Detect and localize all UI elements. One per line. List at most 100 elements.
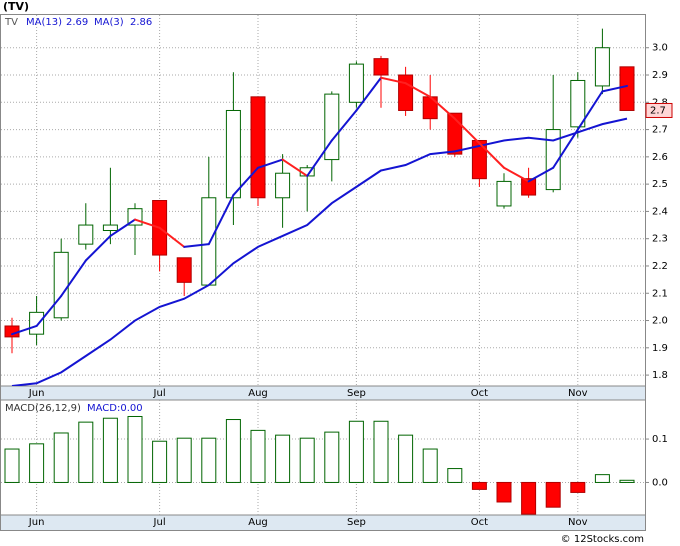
ma-segment (11, 324, 38, 336)
candle-body (53, 251, 69, 319)
macd-reading: MACD:0.00 (87, 403, 143, 414)
y-tick-label: 2.4 (652, 206, 668, 217)
ma-segment (281, 158, 309, 177)
ma-segment (478, 142, 505, 169)
candle-body (78, 224, 94, 245)
y-tick-label: 2.3 (652, 234, 668, 245)
frame (0, 14, 646, 531)
x-tick-label: Aug (248, 517, 268, 528)
candle-body (250, 96, 266, 199)
candle-body (619, 66, 635, 111)
legend-value: 2.86 (130, 17, 152, 28)
symbol: TV (4, 17, 18, 28)
ma-segment (109, 218, 136, 237)
candle-body (545, 129, 561, 191)
ma-segment (404, 82, 432, 98)
candle-body (102, 224, 118, 232)
legend-name: MA(13) (26, 17, 62, 28)
y-tick-label: 2.7 (652, 125, 668, 136)
ma-segment (552, 128, 579, 169)
macd-bar (152, 440, 168, 483)
macd-bar (398, 434, 414, 483)
y-tick-label: 2.1 (652, 288, 668, 299)
y-tick-label: 1.8 (652, 370, 668, 381)
macd-bar (127, 415, 143, 483)
ma-line (11, 117, 628, 386)
y-tick-label: 2.9 (652, 70, 668, 81)
macd-bar (471, 481, 487, 490)
macd-bar (324, 431, 340, 483)
x-tick-label: Jul (153, 388, 166, 399)
ma-segment (601, 84, 628, 93)
candle-body (275, 172, 291, 199)
macd-bar (201, 437, 217, 483)
candle-body (324, 93, 340, 161)
x-axis-strip (1, 386, 645, 400)
ma-segment (429, 95, 456, 120)
y-tick-label: 2.5 (652, 179, 668, 190)
macd-bar (570, 481, 586, 493)
macd-title: MACD(26,12,9) (5, 403, 81, 414)
x-tick-label: Sep (347, 517, 366, 528)
ma-segment (576, 90, 604, 131)
macd-bar (447, 468, 463, 483)
ma-segment (330, 109, 358, 142)
candle-body (225, 109, 241, 199)
watermark: © 12Stocks.com (561, 534, 644, 545)
macd-bar (545, 481, 561, 508)
macd-bar (29, 443, 45, 483)
x-tick-label: Oct (471, 388, 488, 399)
candle-body (348, 63, 364, 103)
macd-bar (176, 437, 192, 483)
ma-segment (134, 218, 161, 229)
legend-name: MA(3) (94, 17, 124, 28)
last-price-label: 2.7 (650, 105, 666, 116)
macd-bar (373, 420, 389, 483)
y-tick-label: 0.0 (652, 477, 668, 488)
legend: TV MA(13) 2.69 MA(3) 2.86 MACD(26,12,9) … (4, 17, 152, 414)
macd-bar (348, 420, 364, 483)
x-tick-label: Nov (568, 517, 588, 528)
macd-bar (225, 419, 241, 483)
macd-bar (78, 421, 94, 483)
ma-segment (527, 166, 555, 183)
ma-segment (355, 76, 382, 112)
ma-segment (380, 76, 407, 85)
macd-bar (275, 434, 291, 483)
x-tick-label: Aug (248, 388, 268, 399)
candle-body (398, 74, 414, 111)
ma-segment (503, 166, 530, 183)
candle-body (496, 180, 512, 207)
macd-bar (521, 481, 537, 515)
x-tick-label: Jun (28, 517, 45, 528)
macd-bar (422, 448, 438, 483)
x-tick-label: Nov (568, 388, 588, 399)
ma-segment (257, 158, 284, 169)
macd-bar (102, 417, 118, 483)
candles (4, 28, 635, 386)
x-tick-label: Sep (347, 388, 366, 399)
x-tick-label: Jul (153, 517, 166, 528)
ma-segment (35, 294, 63, 327)
macd-bar (53, 432, 69, 483)
ma-segment (207, 194, 235, 246)
macd-bar (4, 448, 20, 483)
y-tick-label: 2.0 (652, 316, 668, 327)
y-tick-label: 3.0 (652, 43, 668, 54)
ma-segment (183, 243, 210, 248)
ma-segment (453, 117, 481, 145)
ma-segment (60, 259, 87, 297)
macd-bar (594, 474, 610, 483)
macd-bar (250, 429, 266, 483)
macd-bar (619, 479, 635, 483)
candle-body (4, 325, 20, 338)
y-tick-label: 0.1 (652, 434, 668, 445)
y-tick-label: 2.8 (652, 97, 668, 108)
ma-segment (84, 234, 112, 262)
candle-body (373, 58, 389, 76)
x-tick-label: Oct (471, 517, 488, 528)
candle-body (570, 79, 586, 128)
candle-body (471, 139, 487, 180)
y-tick-label: 2.2 (652, 261, 668, 272)
